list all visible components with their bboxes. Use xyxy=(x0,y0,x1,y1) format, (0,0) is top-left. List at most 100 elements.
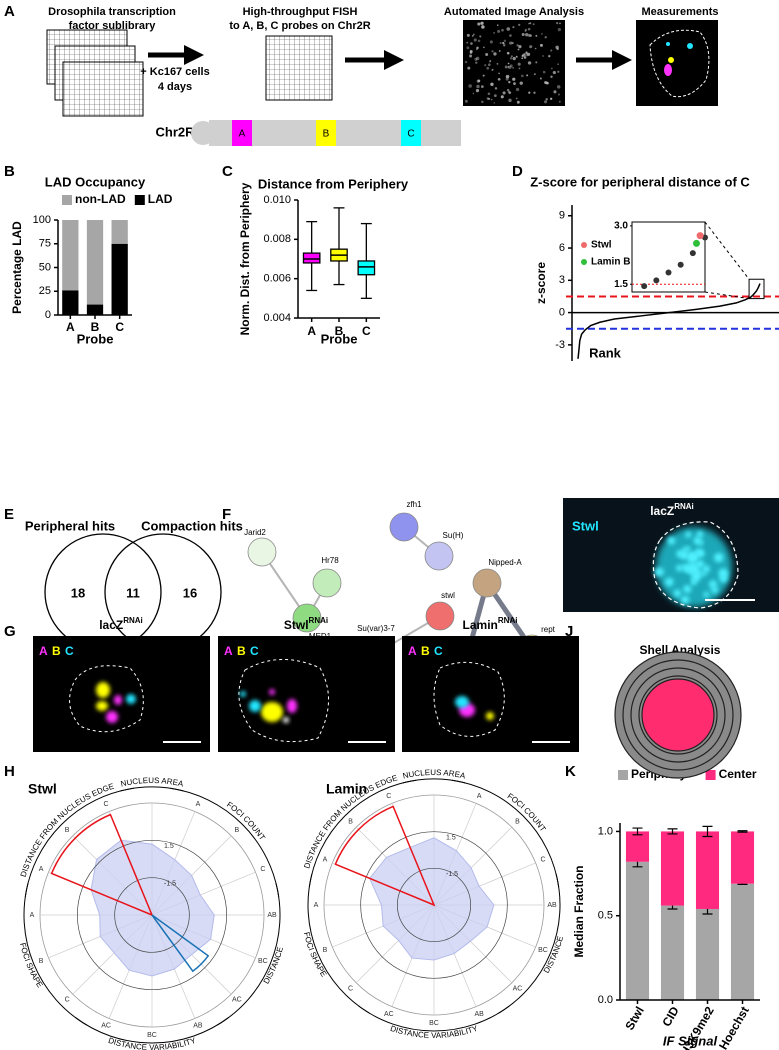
spoke-label: B xyxy=(235,827,240,834)
cell xyxy=(494,87,498,90)
cell xyxy=(477,79,481,83)
network-node xyxy=(312,568,342,598)
cell xyxy=(540,32,543,35)
cell xyxy=(471,35,474,37)
condition-base: Lamin xyxy=(463,618,498,632)
spoke-label: B xyxy=(65,827,70,834)
network-node xyxy=(292,603,322,633)
cell xyxy=(481,25,485,29)
x-axis-label: Probe xyxy=(321,331,358,346)
cell xyxy=(557,85,561,89)
y-tick-label: 25 xyxy=(39,285,51,297)
venn-circle xyxy=(44,533,162,651)
stwl-focus xyxy=(687,552,698,563)
cell xyxy=(513,82,516,86)
cell xyxy=(527,52,531,56)
spoke-label: C xyxy=(104,801,109,808)
fish-focus xyxy=(106,711,118,723)
inset-point xyxy=(641,283,648,290)
cell xyxy=(509,34,512,37)
cell xyxy=(518,45,522,49)
cell xyxy=(517,62,521,66)
group-arc xyxy=(23,883,87,1026)
venn-count: 11 xyxy=(126,585,140,600)
spoke-label: C xyxy=(386,793,391,800)
y-axis-label: Median Fraction xyxy=(572,865,586,957)
cell xyxy=(508,80,511,84)
cell xyxy=(473,38,477,42)
hit-point xyxy=(696,232,704,240)
spoke-label: BC xyxy=(147,1032,157,1039)
cell xyxy=(482,74,485,77)
stwl-focus xyxy=(691,571,702,582)
stwl-focus xyxy=(684,565,692,573)
legend-swatch xyxy=(134,195,145,205)
cell xyxy=(518,67,521,70)
panel-label: K xyxy=(565,763,576,780)
nucleus-outline xyxy=(69,665,144,733)
cell xyxy=(517,48,520,51)
spoke-label: AC xyxy=(384,1011,394,1018)
spoke-label: B xyxy=(348,818,353,825)
probe-label: B xyxy=(323,129,330,140)
y-tick-label: 0 xyxy=(45,309,51,321)
stwl-focus xyxy=(693,536,702,545)
shell-title: Shell Analysis xyxy=(640,643,721,657)
group-arc xyxy=(74,1017,230,1044)
x-tick-label: B xyxy=(91,320,100,334)
cell xyxy=(512,66,514,69)
cell xyxy=(528,91,531,94)
spoke-label: C xyxy=(540,857,545,864)
fish-focus xyxy=(249,700,261,712)
cell xyxy=(486,97,489,100)
cell xyxy=(557,28,561,32)
bar-segment xyxy=(86,220,104,305)
group-label-path: DISTANCE xyxy=(262,946,285,986)
y-tick-label: 1.0 xyxy=(598,825,613,837)
treatment-label: 4 days xyxy=(158,81,192,93)
y-tick-label: 50 xyxy=(39,261,51,273)
inset-point xyxy=(653,277,660,284)
venn-label: Peripheral hits xyxy=(25,518,115,533)
zoom-lines xyxy=(704,221,750,300)
condition-base: lacZ xyxy=(650,504,674,518)
cell xyxy=(503,39,507,43)
cell xyxy=(529,34,532,37)
legend-label: Center xyxy=(719,767,757,781)
group-label: NUCLEUS AREA xyxy=(120,776,185,789)
cell xyxy=(497,29,501,33)
cell xyxy=(539,43,543,47)
venn-circle xyxy=(104,533,222,651)
chart-title: Z-score for peripheral distance of C xyxy=(530,174,750,189)
z-score-curve xyxy=(577,283,761,359)
cell xyxy=(496,24,499,27)
bar-segment xyxy=(730,883,755,1000)
legend-label: Stwl xyxy=(591,240,612,251)
cell xyxy=(469,54,473,58)
spoke-label: B xyxy=(323,947,328,954)
cell xyxy=(544,81,548,85)
panel-label: C xyxy=(222,163,233,180)
cell xyxy=(545,98,548,101)
panel-label: G xyxy=(4,623,16,640)
stwl-focus xyxy=(680,595,690,605)
cell xyxy=(509,41,513,45)
bar-segment xyxy=(625,831,650,862)
bar-segment xyxy=(62,290,79,315)
cell xyxy=(504,65,508,69)
cell xyxy=(515,87,520,92)
group-label: FOCI SHAPE xyxy=(18,942,44,989)
spoke-label: BC xyxy=(538,947,548,954)
cell xyxy=(511,55,513,57)
library-label: Drosophila transcription xyxy=(48,6,176,18)
radar-ring xyxy=(360,831,508,979)
cell xyxy=(489,40,493,44)
cell xyxy=(467,66,471,70)
channel-label: C xyxy=(250,644,259,658)
cell xyxy=(557,70,560,73)
condition-label: lacZRNAi xyxy=(650,502,694,518)
stwl-focus xyxy=(696,549,705,558)
stwl-focus xyxy=(665,577,674,587)
cell xyxy=(489,60,492,62)
